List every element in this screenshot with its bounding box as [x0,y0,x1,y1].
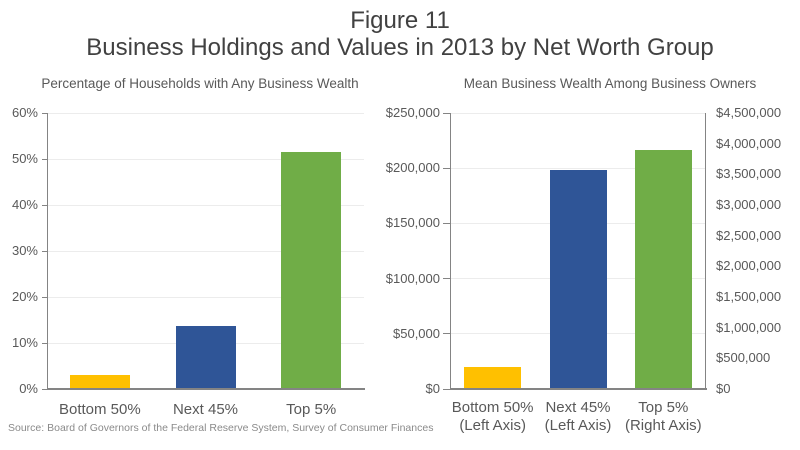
category-label-top-5: Top 5% [286,401,337,418]
y-axis-tick-label: $250,000 [385,105,440,120]
y-axis-tick-label: 0% [19,381,38,396]
gridline [47,112,364,114]
secondary-y-axis-tick-label: $1,000,000 [716,319,782,335]
axis-tick [443,112,450,114]
axis-tick [42,342,47,344]
y-axis-tick-label: 10% [11,335,38,350]
category-axis-line [47,388,365,390]
category-axis-sublabel: (Right Axis) [624,417,702,434]
secondary-y-axis-tick-label: $2,000,000 [716,258,782,274]
category-label-next-45: Next 45% (Left Axis) [508,399,648,435]
gridline [47,204,364,206]
secondary-y-axis-tick-label: $4,500,000 [716,105,782,120]
left-value-axis-line [47,113,49,389]
category-axis-sublabel: (Left Axis) [459,417,526,434]
bar-next-45 [175,325,236,389]
y-axis-tick-label: 50% [11,151,38,166]
axis-tick [443,278,450,280]
secondary-y-axis-tick-label: $1,500,000 [716,289,782,304]
y-axis-tick-label: $100,000 [385,270,440,286]
axis-tick [443,388,450,390]
bar-bottom-50 [69,375,130,389]
axis-tick [42,158,47,160]
bar-top-5 [634,149,692,389]
category-label-top-5: Top 5% (Right Axis) [593,399,733,435]
category-label-bottom-50: Bottom 50% (Left Axis) [423,399,563,435]
y-axis-tick-label: 40% [11,197,38,212]
gridline [47,250,364,252]
bar-bottom-50 [464,366,522,389]
gridline [450,167,706,169]
category-label-bottom-50: Bottom 50% [58,401,141,418]
axis-tick [42,204,47,206]
category-axis-sublabel: (Left Axis) [544,417,612,434]
y-axis-tick-label: $200,000 [385,160,440,176]
axis-tick [443,167,450,169]
gridline [450,112,706,114]
bar-next-45 [549,170,607,389]
secondary-y-axis-tick-label: $3,500,000 [716,166,782,182]
figure-title-line1: Figure 11 [350,7,450,34]
y-axis-tick-label: $50,000 [393,325,440,341]
right-value-axis-line [705,113,707,389]
y-axis-tick-label: 30% [11,243,38,258]
axis-tick [42,112,47,114]
bar-top-5 [281,152,342,389]
axis-tick [42,296,47,298]
axis-tick [42,388,47,390]
category-label-next-45: Next 45% [172,401,239,418]
left-chart-title: Percentage of Households with Any Busine… [41,76,359,91]
figure-title-line2: Business Holdings and Values in 2013 by … [86,34,714,61]
y-axis-tick-label: 20% [11,289,38,304]
gridline [47,158,364,160]
left-value-axis-line [450,113,452,389]
secondary-y-axis-tick-label: $0 [716,381,731,396]
right-chart-title: Mean Business Wealth Among Business Owne… [463,76,757,91]
secondary-y-axis-tick-label: $500,000 [716,350,771,366]
secondary-y-axis-tick-label: $4,000,000 [716,135,782,151]
y-axis-tick-label: 60% [11,105,38,120]
secondary-y-axis-tick-label: $2,500,000 [716,227,782,243]
axis-tick [443,222,450,224]
y-axis-tick-label: $0 [425,381,440,396]
category-axis-line [450,388,707,390]
y-axis-tick-label: $150,000 [385,215,440,231]
secondary-y-axis-tick-label: $3,000,000 [716,197,782,212]
axis-tick [443,333,450,335]
gridline [47,296,364,298]
axis-tick [42,250,47,252]
source-note: Source: Board of Governors of the Federa… [8,422,434,434]
